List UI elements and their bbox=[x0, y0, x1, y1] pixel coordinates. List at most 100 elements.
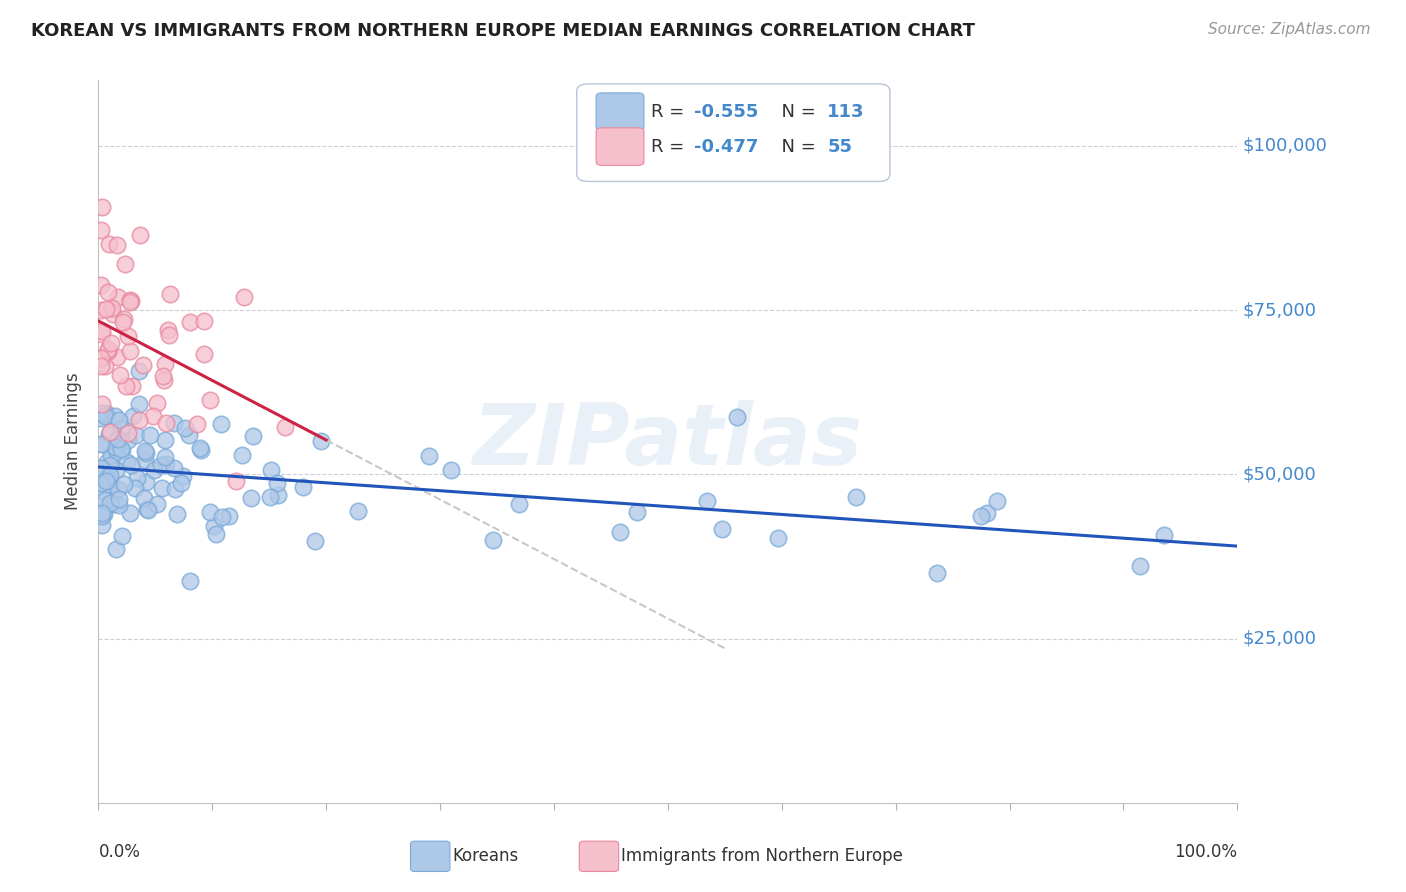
Text: Source: ZipAtlas.com: Source: ZipAtlas.com bbox=[1208, 22, 1371, 37]
Point bbox=[155, 457, 177, 471]
Point bbox=[976, 506, 998, 520]
Point bbox=[111, 529, 134, 543]
Point bbox=[135, 502, 157, 516]
Point bbox=[91, 437, 114, 451]
Y-axis label: Median Earnings: Median Earnings bbox=[65, 373, 83, 510]
Point bbox=[150, 458, 173, 472]
FancyBboxPatch shape bbox=[596, 128, 644, 165]
Point bbox=[107, 432, 129, 446]
Point bbox=[146, 497, 169, 511]
Point bbox=[110, 421, 132, 435]
Point bbox=[111, 443, 134, 458]
FancyBboxPatch shape bbox=[576, 84, 890, 181]
Point bbox=[105, 237, 128, 252]
Point bbox=[91, 324, 114, 338]
Point bbox=[179, 574, 201, 588]
Point bbox=[124, 481, 146, 495]
Point bbox=[112, 311, 135, 326]
Point bbox=[90, 473, 112, 487]
Text: R =: R = bbox=[651, 137, 690, 155]
Point bbox=[100, 448, 122, 462]
Point bbox=[193, 347, 215, 361]
Point bbox=[90, 397, 112, 411]
Point bbox=[153, 374, 176, 388]
Point bbox=[90, 506, 112, 520]
Point bbox=[117, 425, 139, 440]
Point bbox=[122, 409, 145, 424]
Point bbox=[112, 315, 135, 329]
Point bbox=[711, 522, 734, 536]
Point bbox=[105, 542, 128, 557]
Text: N =: N = bbox=[770, 137, 823, 155]
Point bbox=[96, 408, 118, 422]
Point bbox=[90, 222, 112, 236]
Point bbox=[609, 525, 631, 540]
Point bbox=[90, 436, 112, 450]
Point bbox=[508, 497, 530, 511]
Point bbox=[157, 327, 180, 342]
Point bbox=[209, 417, 232, 431]
Point bbox=[90, 481, 112, 495]
Point bbox=[125, 427, 148, 442]
Point bbox=[120, 458, 142, 472]
Text: $100,000: $100,000 bbox=[1243, 137, 1327, 155]
Point bbox=[97, 342, 120, 356]
Point bbox=[117, 433, 139, 447]
Point bbox=[188, 441, 211, 455]
Point bbox=[155, 416, 177, 430]
Point bbox=[155, 450, 177, 464]
Point bbox=[135, 446, 157, 460]
Point bbox=[96, 475, 118, 489]
Point bbox=[112, 477, 135, 491]
Point bbox=[440, 463, 463, 477]
Text: 55: 55 bbox=[827, 137, 852, 155]
Text: Koreans: Koreans bbox=[453, 847, 519, 865]
Point bbox=[134, 491, 156, 505]
Point bbox=[90, 406, 112, 420]
Point bbox=[90, 351, 112, 365]
Point bbox=[91, 517, 114, 532]
Point bbox=[163, 460, 186, 475]
Point bbox=[267, 488, 290, 502]
Point bbox=[96, 455, 118, 469]
Text: Immigrants from Northern Europe: Immigrants from Northern Europe bbox=[621, 847, 903, 865]
Text: ZIPatlas: ZIPatlas bbox=[472, 400, 863, 483]
Point bbox=[986, 493, 1008, 508]
Point bbox=[138, 503, 160, 517]
Point bbox=[186, 417, 208, 431]
Point bbox=[134, 443, 156, 458]
Point bbox=[198, 393, 221, 408]
Point bbox=[1129, 558, 1152, 573]
Point bbox=[94, 493, 117, 508]
Point bbox=[845, 490, 868, 504]
Point bbox=[200, 505, 222, 519]
Point bbox=[259, 490, 281, 504]
Text: -0.477: -0.477 bbox=[695, 137, 758, 155]
Point bbox=[128, 228, 150, 243]
Text: N =: N = bbox=[770, 103, 823, 120]
Point bbox=[225, 474, 247, 488]
Point bbox=[105, 350, 128, 364]
Point bbox=[94, 406, 117, 420]
Point bbox=[177, 427, 200, 442]
Point bbox=[218, 508, 240, 523]
Point bbox=[90, 278, 112, 293]
Text: KOREAN VS IMMIGRANTS FROM NORTHERN EUROPE MEDIAN EARNINGS CORRELATION CHART: KOREAN VS IMMIGRANTS FROM NORTHERN EUROP… bbox=[31, 22, 974, 40]
Point bbox=[97, 343, 120, 358]
Point bbox=[172, 468, 194, 483]
Point bbox=[159, 287, 181, 301]
Text: -0.555: -0.555 bbox=[695, 103, 758, 120]
Point bbox=[97, 343, 120, 358]
Point bbox=[120, 293, 142, 307]
Text: 113: 113 bbox=[827, 103, 865, 120]
Point bbox=[142, 409, 165, 424]
Point bbox=[304, 534, 326, 549]
Point bbox=[725, 410, 748, 425]
Point bbox=[205, 526, 228, 541]
Text: $75,000: $75,000 bbox=[1243, 301, 1317, 319]
Point bbox=[291, 480, 314, 494]
Point bbox=[97, 427, 120, 442]
Point bbox=[118, 506, 141, 520]
Point bbox=[150, 481, 173, 495]
Point bbox=[232, 290, 254, 304]
